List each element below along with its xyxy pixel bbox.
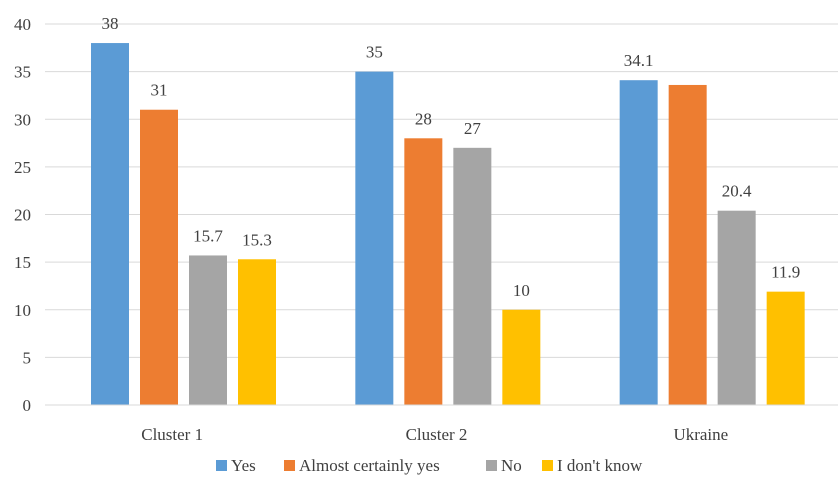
legend-swatch	[486, 460, 497, 471]
legend-item: No	[486, 456, 522, 475]
legend-item: Yes	[216, 456, 256, 475]
legend-item: I don't know	[542, 456, 643, 475]
y-axis-tick-labels: 0 5 10 15 20 25 30 35 40	[14, 15, 31, 415]
bar-i-don-t-know-ukraine	[766, 291, 805, 405]
x-axis-category-labels: Cluster 1 Cluster 2 Ukraine	[141, 425, 728, 444]
data-label: 15.7	[193, 226, 223, 245]
y-tick-label: 40	[14, 15, 31, 34]
legend-label: I don't know	[557, 456, 643, 475]
y-tick-label: 20	[14, 206, 31, 225]
bar-yes-ukraine	[619, 80, 658, 405]
bar-i-don-t-know-cluster-1	[238, 259, 276, 405]
y-tick-label: 25	[14, 158, 31, 177]
data-label: 20.4	[722, 182, 752, 201]
category-label: Cluster 1	[141, 425, 203, 444]
data-label: 38	[102, 14, 119, 33]
legend-item: Almost certainly yes	[284, 456, 440, 475]
bars	[91, 43, 805, 406]
bar-yes-cluster-1	[91, 43, 129, 406]
bar-almost-certainly-yes-ukraine	[668, 84, 707, 406]
y-tick-label: 10	[14, 301, 31, 320]
data-label: 35	[366, 43, 383, 62]
data-label: 31	[151, 81, 168, 100]
bar-almost-certainly-yes-cluster-1	[140, 109, 178, 405]
bar-i-don-t-know-cluster-2	[502, 309, 541, 405]
legend: Yes Almost certainly yes No I don't know	[216, 456, 643, 475]
legend-label: Yes	[231, 456, 256, 475]
data-label: 28	[415, 109, 432, 128]
y-tick-label: 0	[23, 396, 32, 415]
y-tick-label: 35	[14, 63, 31, 82]
legend-swatch	[542, 460, 553, 471]
data-label: 10	[513, 281, 530, 300]
legend-swatch	[216, 460, 227, 471]
data-label: 34.1	[624, 51, 654, 70]
data-labels: 38 31 15.7 15.3 35 28 27 10 34.1 20.4 11.9	[102, 14, 801, 300]
y-tick-label: 15	[14, 253, 31, 272]
bar-yes-cluster-2	[355, 71, 394, 405]
legend-label: Almost certainly yes	[299, 456, 440, 475]
bar-no-cluster-1	[189, 255, 227, 405]
legend-label: No	[501, 456, 522, 475]
y-tick-label: 30	[14, 110, 31, 129]
legend-swatch	[284, 460, 295, 471]
bar-almost-certainly-yes-cluster-2	[404, 138, 443, 406]
bar-no-cluster-2	[453, 147, 492, 405]
data-label: 11.9	[771, 263, 800, 282]
data-label: 27	[464, 119, 482, 138]
category-label: Ukraine	[673, 425, 728, 444]
data-label: 15.3	[242, 230, 272, 249]
category-label: Cluster 2	[406, 425, 468, 444]
bar-no-ukraine	[717, 210, 756, 405]
y-tick-label: 5	[23, 348, 32, 367]
